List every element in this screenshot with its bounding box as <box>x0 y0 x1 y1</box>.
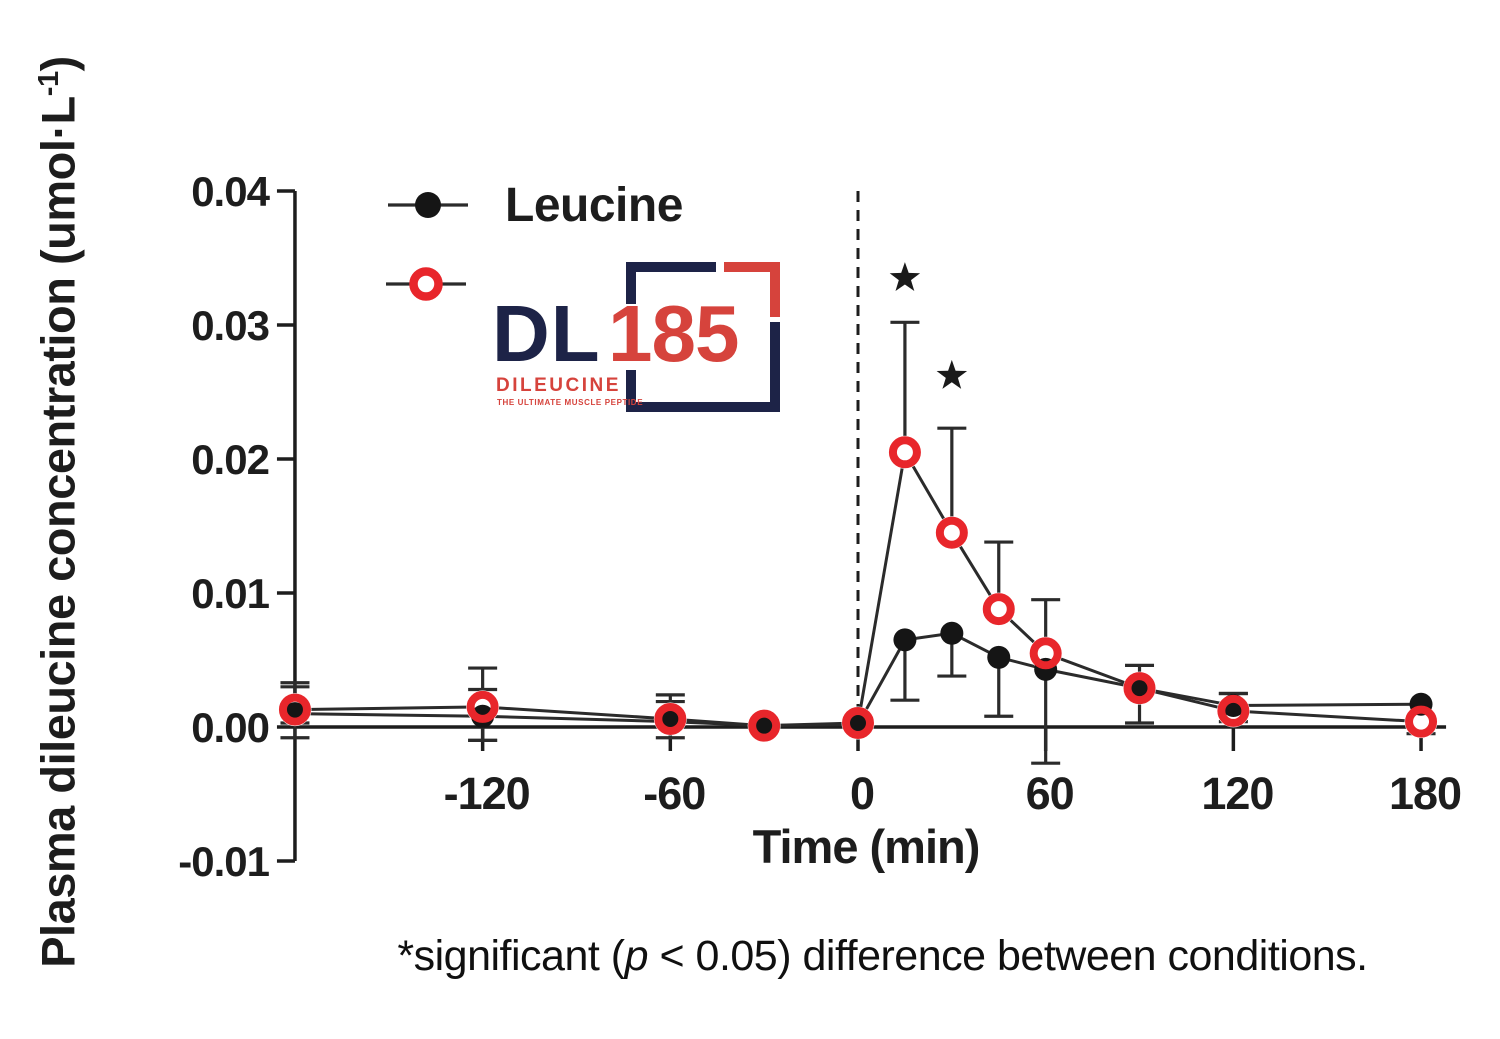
legend-label-leucine: Leucine <box>505 179 683 232</box>
x-tick-label: -120 <box>444 768 530 819</box>
y-tick-label: 0.00 <box>191 704 269 751</box>
logo-bracket-left-top-icon <box>626 262 636 304</box>
logo-bracket-corner-red-icon <box>724 262 780 272</box>
data-point-dl185-ring <box>888 436 921 469</box>
data-point-dl185-ring <box>654 702 687 735</box>
y-tick-label: -0.01 <box>178 838 269 885</box>
data-point-dl185-ring <box>278 693 311 726</box>
x-tick-label: -60 <box>643 768 705 819</box>
legend-leucine-marker <box>415 192 441 218</box>
logo-bracket-top-icon <box>626 262 716 272</box>
footnote-p-symbol: p <box>624 932 649 980</box>
logo-bracket-corner-red-vertical-icon <box>770 262 780 317</box>
logo-bracket-left-bottom-icon <box>626 370 636 412</box>
x-axis-title: Time (min) <box>753 820 980 873</box>
logo-bracket-bottom-icon <box>626 402 780 412</box>
x-tick-label: 180 <box>1389 768 1461 819</box>
series-line-dl185 <box>294 450 1422 728</box>
data-point-dl185-ring <box>842 706 874 739</box>
significance-footnote: *significant (p < 0.05) difference betwe… <box>280 932 1485 981</box>
logo-185-text: 185 <box>608 289 739 378</box>
logo-bracket-right-icon <box>770 322 780 412</box>
dl185-logo: DL 185 DILEUCINE THE ULTIMATE MUSCLE PEP… <box>490 258 800 428</box>
data-point-dl185-ring <box>982 593 1015 626</box>
y-tick-label: 0.01 <box>191 570 269 617</box>
y-tick-label: 0.02 <box>191 436 269 483</box>
data-point-dl185-ring <box>466 690 499 723</box>
significance-star <box>936 359 968 389</box>
footnote-pre: *significant ( <box>397 932 625 980</box>
data-point-dl185-ring <box>1405 705 1438 738</box>
logo-dileucine-text: DILEUCINE <box>496 375 621 396</box>
data-point-dl185-ring <box>1217 694 1250 727</box>
footnote-post: < 0.05) difference between conditions. <box>648 932 1368 980</box>
data-point-dl185-ring <box>748 709 781 742</box>
x-tick-label: 120 <box>1201 768 1273 819</box>
y-tick-label: 0.03 <box>191 302 269 349</box>
logo-tagline-text: THE ULTIMATE MUSCLE PEPTIDE <box>497 398 644 407</box>
significance-star <box>889 262 921 291</box>
data-point-leucine <box>893 628 917 652</box>
data-point-leucine <box>987 645 1011 669</box>
x-tick-label: 60 <box>1026 768 1074 819</box>
x-tick-label: 0 <box>850 768 874 819</box>
data-point-dl185-ring <box>935 516 968 549</box>
logo-dl-text: DL <box>492 289 601 378</box>
data-point-dl185-ring <box>1029 637 1062 670</box>
data-point-leucine <box>940 621 964 645</box>
legend-dl185-marker <box>409 267 443 301</box>
y-tick-label: 0.04 <box>191 168 270 215</box>
data-point-dl185-ring <box>1123 672 1156 705</box>
